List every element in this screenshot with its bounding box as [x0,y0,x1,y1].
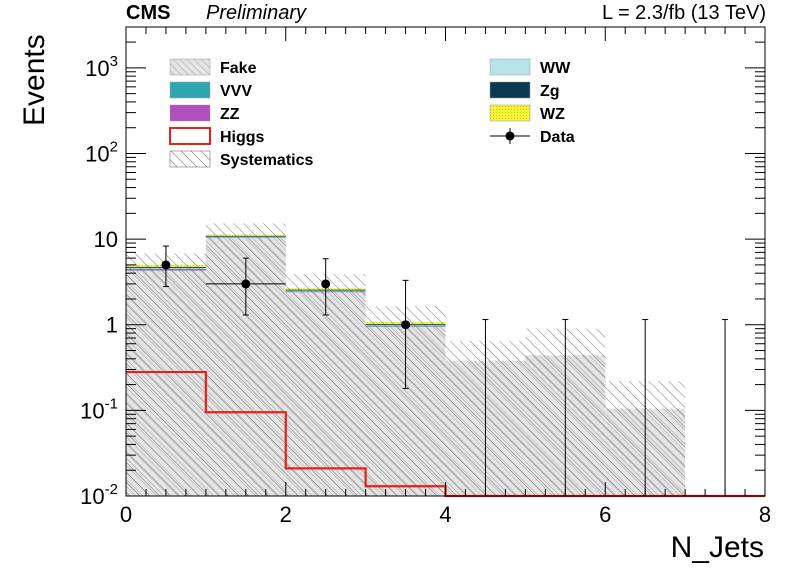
legend-label-vvv: VVV [220,83,252,100]
legend-swatch-higgs [169,127,211,145]
legend-label-fake: Fake [220,60,257,77]
x-tick-label-3: 6 [599,502,611,527]
x-tick-label-2: 4 [439,502,451,527]
x-axis-title: N_Jets [671,531,764,564]
x-tick-label-0: 0 [120,502,132,527]
x-tick-label-4: 8 [759,502,771,527]
legend-swatch-fake [169,58,211,76]
legend-swatch-zg [489,81,531,99]
data-point-3 [401,320,411,330]
legend-swatch-systematics [169,150,211,168]
legend-label-wz: WZ [540,106,565,123]
legend-label-zz: ZZ [220,106,240,123]
y-tick-label-4: 102 [85,138,118,166]
x-tick-label-1: 2 [280,502,292,527]
cms-label: CMS [126,2,171,24]
legend: Fake WW VVV Zg ZZ WZ Higgs Data Systematics [169,58,575,169]
y-tick-label-3: 10 [94,227,118,252]
syst-bin-0 [126,253,206,496]
axes: 0 2 4 6 8 10-2 10-1 1 10 102 103 [80,26,771,527]
legend-label-ww: WW [540,60,571,77]
legend-swatch-ww [489,58,531,76]
legend-swatch-wz [489,104,531,122]
legend-label-systematics: Systematics [220,152,313,169]
data-point-0 [161,260,171,270]
y-tick-label-2: 1 [106,313,118,338]
legend-swatch-vvv [169,81,211,99]
data-points [161,245,729,496]
legend-label-zg: Zg [540,83,560,100]
legend-swatch-data [505,131,515,141]
luminosity-label: L = 2.3/fb (13 TeV) [602,2,766,24]
legend-swatch-zz [169,104,211,122]
y-tick-label-5: 103 [85,53,118,81]
legend-label-data: Data [540,129,575,146]
data-point-1 [241,279,251,289]
y-tick-label-0: 10-2 [80,481,118,509]
y-tick-label-1: 10-1 [80,395,118,423]
data-point-2 [321,279,331,289]
y-axis-title: Events [18,34,51,126]
legend-label-higgs: Higgs [220,129,265,146]
preliminary-label: Preliminary [206,2,307,24]
